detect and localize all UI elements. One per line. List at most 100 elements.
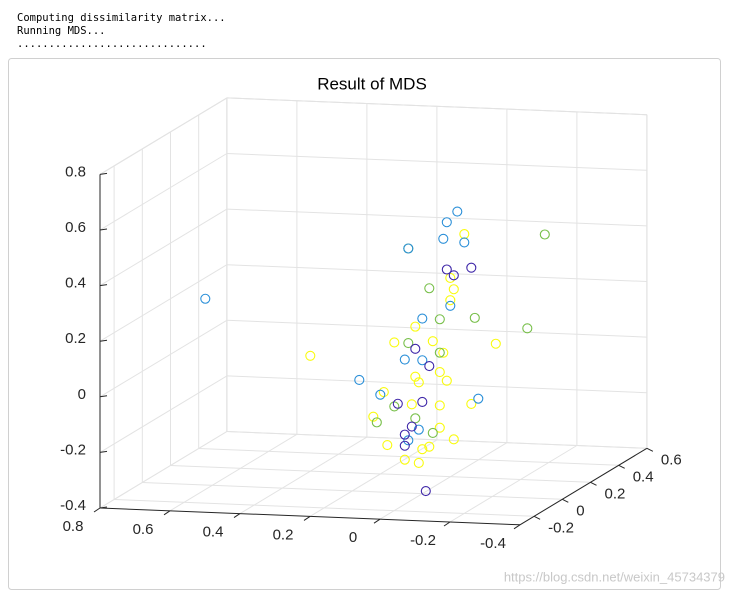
grid-line xyxy=(239,436,368,515)
point xyxy=(522,323,533,334)
tick-mark xyxy=(562,498,569,503)
point xyxy=(424,441,435,452)
z-tick-label: 0.2 xyxy=(65,330,86,347)
point xyxy=(417,444,428,455)
grid-line xyxy=(226,375,647,394)
point xyxy=(413,424,424,435)
point xyxy=(371,417,382,428)
grid-line xyxy=(99,264,228,342)
tick-mark xyxy=(618,464,625,469)
x-tick-label: 0.8 xyxy=(63,518,84,535)
x-tick-label: 0.4 xyxy=(203,524,224,541)
point xyxy=(459,237,470,248)
x-tick-label: 0.6 xyxy=(133,521,154,538)
point xyxy=(417,355,428,366)
point xyxy=(438,347,449,358)
point xyxy=(413,457,424,469)
point xyxy=(448,434,459,445)
grid-line xyxy=(226,208,647,227)
point xyxy=(441,217,452,228)
grid-line xyxy=(226,431,647,449)
point xyxy=(445,300,456,311)
grid-line xyxy=(99,208,228,287)
point xyxy=(438,233,449,244)
point xyxy=(392,398,403,409)
point xyxy=(399,429,410,440)
chart-title: Result of MDS xyxy=(317,74,427,93)
grid-line xyxy=(99,431,228,509)
grid-line xyxy=(99,153,228,231)
point xyxy=(200,293,211,304)
point xyxy=(441,264,452,275)
grid-line xyxy=(99,319,228,398)
figure-panel xyxy=(8,58,721,590)
tick-mark xyxy=(513,524,521,530)
point xyxy=(469,312,480,323)
point xyxy=(452,206,463,217)
point xyxy=(434,400,445,411)
z-tick-label: 0.4 xyxy=(65,275,86,292)
point xyxy=(539,229,550,240)
tick-mark xyxy=(99,172,108,175)
tick-mark xyxy=(590,481,597,486)
z-tick-label: -0.4 xyxy=(60,497,86,514)
tick-mark xyxy=(303,515,311,521)
console-line: Running MDS... xyxy=(17,25,106,37)
tick-mark xyxy=(99,450,108,453)
y-axis xyxy=(519,447,648,526)
watermark: https://blog.csdn.net/weixin_45734379 xyxy=(504,569,725,584)
point xyxy=(410,343,421,354)
y-tick-label: 0.2 xyxy=(605,485,626,502)
point xyxy=(410,371,421,382)
tick-mark xyxy=(373,518,381,524)
grid-line xyxy=(142,482,563,500)
grid-line xyxy=(449,445,578,523)
tick-mark xyxy=(99,395,108,398)
grid-line xyxy=(170,465,591,483)
y-tick-label: -0.2 xyxy=(548,519,574,536)
point xyxy=(399,440,410,451)
point xyxy=(399,454,410,465)
grid-line xyxy=(226,319,647,338)
grid-line xyxy=(99,375,228,453)
point xyxy=(354,374,365,386)
point xyxy=(434,422,445,433)
grid-line xyxy=(379,442,508,520)
tick-mark xyxy=(533,515,541,520)
tick-mark xyxy=(233,513,241,519)
point xyxy=(434,367,445,378)
y-tick-label: 0.6 xyxy=(661,451,682,468)
z-tick-label: -0.2 xyxy=(60,441,86,458)
point xyxy=(473,393,484,404)
tick-mark xyxy=(646,447,654,452)
tick-mark xyxy=(93,507,101,513)
y-tick-label: 0.4 xyxy=(633,468,654,485)
point xyxy=(417,313,428,324)
point xyxy=(445,295,456,306)
tick-mark xyxy=(163,510,171,516)
point xyxy=(441,375,452,386)
point xyxy=(375,389,386,400)
x-tick-label: 0 xyxy=(349,529,357,546)
grid-line xyxy=(226,97,647,116)
console-line: Computing dissimilarity matrix... xyxy=(17,12,226,24)
point xyxy=(417,396,428,408)
x-tick-label: -0.4 xyxy=(480,535,506,552)
point xyxy=(389,401,400,412)
tick-mark xyxy=(99,339,108,342)
tick-mark xyxy=(99,284,108,287)
point xyxy=(490,338,501,349)
x-tick-label: 0.2 xyxy=(273,526,294,543)
point xyxy=(410,321,421,332)
point xyxy=(466,262,477,273)
point xyxy=(424,361,435,372)
point xyxy=(413,377,424,388)
point xyxy=(403,243,414,254)
point xyxy=(403,435,414,446)
point xyxy=(448,284,459,295)
point xyxy=(434,314,445,325)
console-line: .............................. xyxy=(17,38,207,50)
point xyxy=(406,421,417,432)
